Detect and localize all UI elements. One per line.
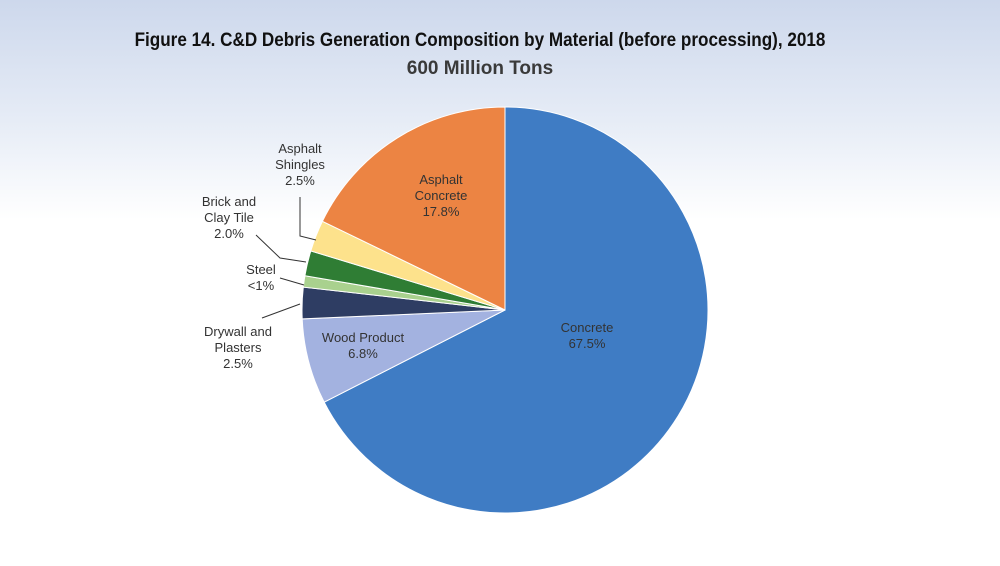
chart-title: Figure 14. C&D Debris Generation Composi… <box>134 30 826 51</box>
slice-label: Steel <1% <box>236 262 286 294</box>
slice-label: Asphalt Shingles 2.5% <box>272 141 328 189</box>
slice-label: Asphalt Concrete 17.8% <box>413 172 469 220</box>
category-label: Concrete <box>560 320 614 335</box>
value-label: 6.8% <box>348 346 378 361</box>
leader-line <box>255 234 307 263</box>
category-label: Asphalt Shingles <box>275 141 325 172</box>
category-label: Drywall and Plasters <box>204 324 272 355</box>
slice-label: Concrete 67.5% <box>547 320 627 352</box>
value-label: 2.0% <box>214 226 244 241</box>
value-label: 67.5% <box>568 336 606 351</box>
leader-line <box>299 197 317 241</box>
value-label: 2.5% <box>285 173 315 188</box>
slice-label: Drywall and Plasters 2.5% <box>198 324 278 372</box>
pie-slice <box>321 106 506 311</box>
chart-subtitle: 600 Million Tons <box>406 58 554 79</box>
leader-line <box>279 277 305 286</box>
category-label: Asphalt Concrete <box>414 172 468 203</box>
leader-line <box>261 303 301 319</box>
category-label: Brick and Clay Tile <box>201 194 257 225</box>
value-label: 17.8% <box>422 204 460 219</box>
category-label: Steel <box>246 262 276 277</box>
slice-label: Brick and Clay Tile 2.0% <box>196 194 262 242</box>
slice-label: Wood Product 6.8% <box>313 330 413 362</box>
pie-slice <box>323 106 709 514</box>
value-label: <1% <box>247 278 275 293</box>
category-label: Wood Product <box>321 330 405 345</box>
value-label: 2.5% <box>223 356 253 371</box>
